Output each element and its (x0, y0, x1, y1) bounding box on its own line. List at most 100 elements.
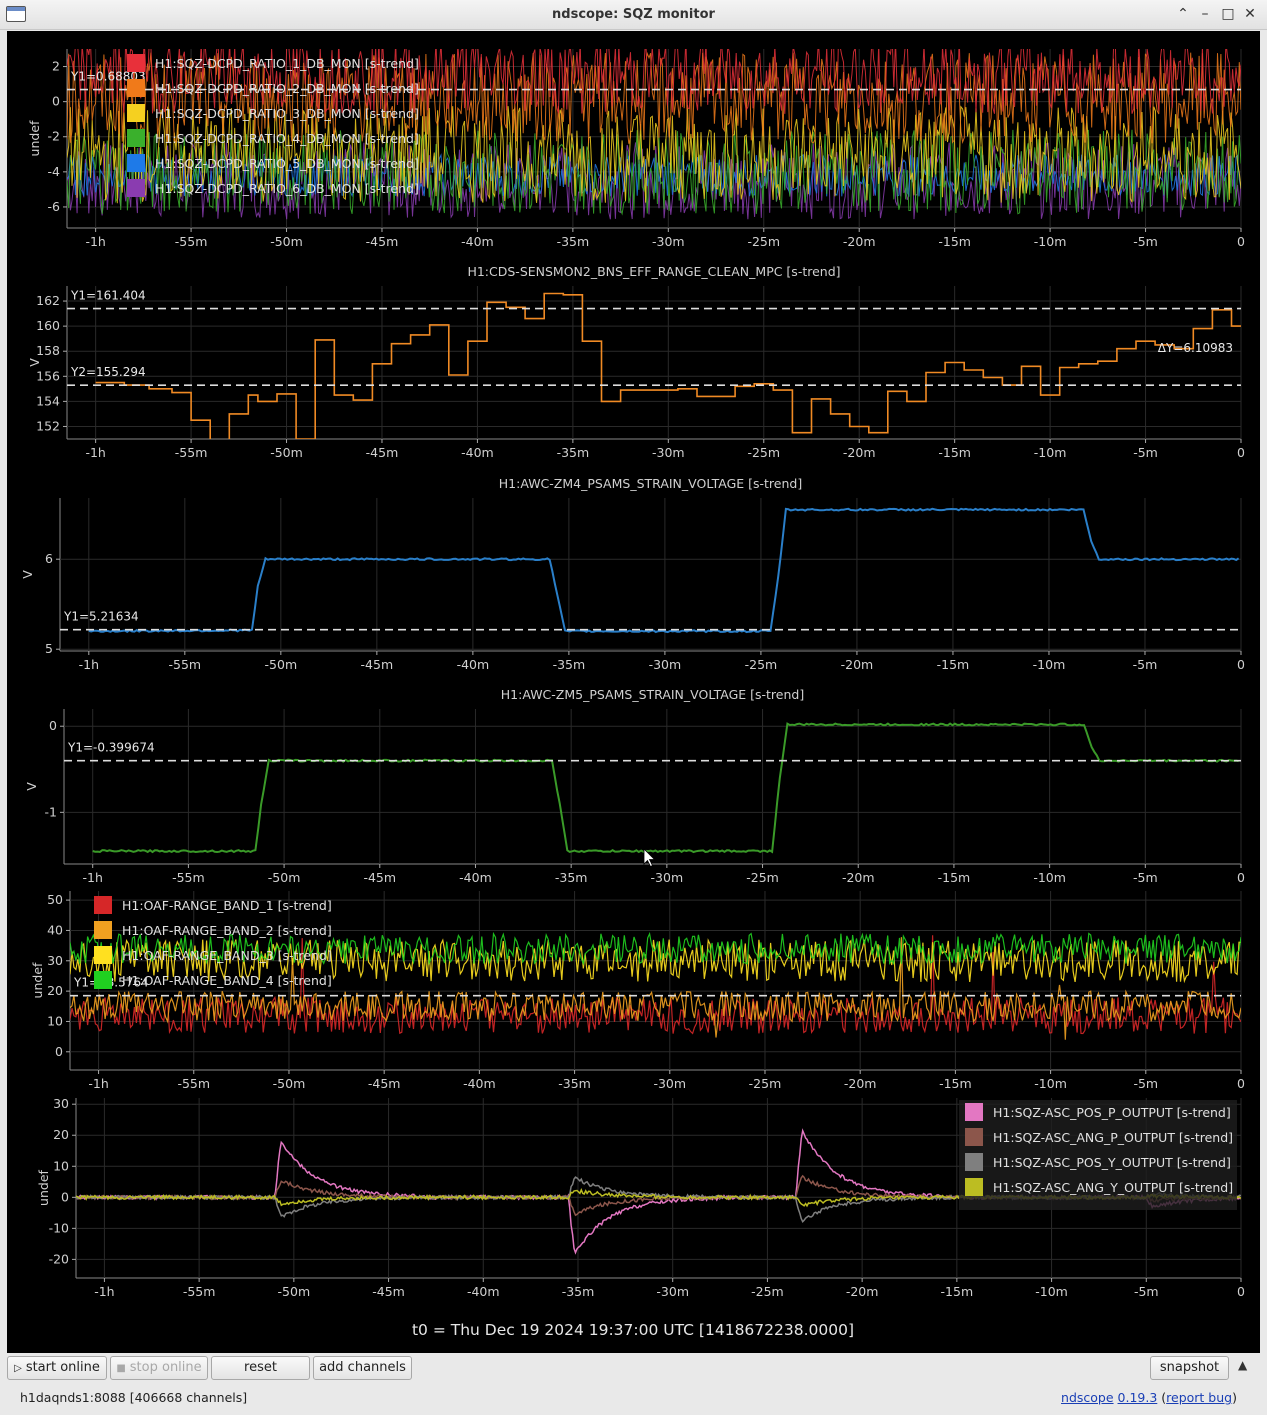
snapshot-button[interactable]: snapshot (1150, 1356, 1229, 1380)
x-tick-label: -50m (273, 1076, 306, 1091)
x-tick-label: -30m (649, 657, 682, 672)
legend-swatch (127, 129, 145, 147)
plots-canvas[interactable]: -1h -55m -50m -45m -40m -35m -30m -25m -20m -15m -… (7, 31, 1260, 1353)
y-tick-label: 0 (52, 94, 60, 109)
x-tick-label: -15m (938, 870, 971, 885)
y-cursor-label: Y2=155.294 (70, 365, 146, 379)
x-tick-label: -40m (467, 1284, 500, 1299)
oaf-band-trace (70, 938, 1241, 984)
x-tick-label: -1h (94, 1284, 114, 1299)
x-tick-label: -1h (85, 234, 105, 249)
delta-y-label: ΔY=6.10983 (1158, 341, 1233, 355)
server-status: h1daqnds1:8088 [406668 channels] (20, 1390, 248, 1405)
y-cursor-label: Y1=0.68803 (70, 70, 146, 84)
legend-entry: H1:SQZ-DCPD_RATIO_6_DB_MON [s-trend] (155, 181, 419, 196)
x-tick-label: -50m (270, 445, 303, 460)
x-tick-label: 0 (1237, 1284, 1245, 1299)
add-channels-button[interactable]: add channels (313, 1356, 412, 1380)
legend-swatch (94, 921, 112, 939)
x-tick-label: -20m (842, 870, 875, 885)
x-tick-label: -35m (553, 657, 586, 672)
x-tick-label: -35m (557, 234, 590, 249)
y-tick-label: 0 (55, 1044, 63, 1059)
legend-entry: H1:SQZ-DCPD_RATIO_2_DB_MON [s-trend] (155, 81, 419, 96)
ndscope-link[interactable]: ndscope (1061, 1390, 1114, 1405)
legend-swatch (127, 104, 145, 122)
legend-swatch (94, 946, 112, 964)
x-tick-label: -55m (169, 657, 202, 672)
x-tick-label: 0 (1237, 445, 1245, 460)
reset-button[interactable]: reset (211, 1356, 310, 1380)
app-window-icon[interactable] (6, 6, 26, 22)
y-tick-label: -2 (48, 129, 60, 144)
zm4-voltage-trace (88, 507, 1240, 634)
bns-range-trace (95, 292, 1241, 439)
x-tick-label: -35m (558, 1076, 591, 1091)
report-bug-link[interactable]: report bug (1166, 1390, 1233, 1405)
mouse-pointer-icon (643, 848, 656, 868)
legend-background (959, 1100, 1237, 1210)
x-tick-label: -15m (938, 234, 971, 249)
x-tick-label: -35m (562, 1284, 595, 1299)
stop-icon: ■ (116, 1363, 126, 1374)
legend-entry: H1:SQZ-DCPD_RATIO_4_DB_MON [s-trend] (155, 131, 419, 146)
maximize-icon[interactable]: □ (1221, 6, 1235, 22)
x-tick-label: -30m (653, 1076, 686, 1091)
y-tick-label: 20 (47, 983, 63, 998)
x-tick-label: -30m (656, 1284, 689, 1299)
x-tick-label: -15m (941, 1284, 974, 1299)
y-tick-label: 30 (53, 1096, 69, 1111)
y-axis-label: V (20, 570, 35, 579)
y-tick-label: -20 (49, 1251, 69, 1266)
close-icon[interactable]: ✕ (1244, 6, 1256, 22)
plot-area[interactable]: -1h -55m -50m -45m -40m -35m -30m -25m -20m -15m -… (7, 31, 1260, 1353)
x-tick-label: -25m (749, 1076, 782, 1091)
legend-swatch (965, 1178, 983, 1196)
x-tick-label: -5m (1134, 1284, 1159, 1299)
legend-swatch (965, 1153, 983, 1171)
version-link[interactable]: 0.19.3 (1117, 1390, 1158, 1405)
y-tick-label: 6 (45, 551, 53, 566)
x-tick-label: -55m (183, 1284, 216, 1299)
legend-swatch (94, 971, 112, 989)
keep-above-icon[interactable]: ⌃ (1177, 6, 1189, 22)
x-tick-label: -20m (843, 445, 876, 460)
y-tick-label: 5 (45, 641, 53, 656)
x-tick-label: 0 (1237, 234, 1245, 249)
start-online-button[interactable]: ▷ start online (7, 1356, 107, 1380)
collapse-arrow-icon[interactable]: ▲ (1238, 1358, 1248, 1372)
x-tick-label: -30m (652, 445, 685, 460)
x-tick-label: -1h (85, 445, 105, 460)
x-tick-label: -10m (1033, 657, 1066, 672)
x-tick-label: -50m (268, 870, 301, 885)
stop-online-button[interactable]: ■ stop online (110, 1356, 208, 1380)
y-tick-label: 0 (49, 718, 57, 733)
y-tick-label: -6 (48, 199, 61, 214)
x-tick-label: -25m (746, 870, 779, 885)
y-axis-label: V (24, 782, 39, 791)
y-tick-label: 40 (47, 922, 63, 937)
x-tick-label: -45m (363, 870, 396, 885)
x-tick-label: -55m (172, 870, 205, 885)
x-tick-label: -5m (1133, 870, 1158, 885)
x-tick-label: -40m (457, 657, 490, 672)
y-tick-label: 30 (47, 953, 63, 968)
x-tick-label: -55m (175, 234, 208, 249)
oaf-band-trace (70, 937, 1241, 1040)
minimize-icon[interactable]: – (1201, 6, 1209, 22)
y-tick-label: 0 (61, 1189, 69, 1204)
y-axis-label: undef (36, 1169, 51, 1205)
x-tick-label: -20m (843, 234, 876, 249)
y-tick-label: -1 (45, 804, 57, 819)
y-tick-label: -10 (49, 1220, 69, 1235)
x-tick-label: -5m (1133, 445, 1158, 460)
x-tick-label: -20m (846, 1284, 879, 1299)
x-tick-label: -15m (937, 657, 970, 672)
y-cursor-label: Y1=5.21634 (63, 610, 139, 624)
legend-entry: H1:OAF-RANGE_BAND_2 [s-trend] (122, 923, 332, 938)
legend-entry: H1:OAF-RANGE_BAND_4 [s-trend] (122, 973, 332, 988)
x-tick-label: -30m (651, 870, 684, 885)
legend-entry: H1:OAF-RANGE_BAND_3 [s-trend] (122, 948, 332, 963)
y-tick-label: 152 (36, 418, 60, 433)
x-tick-label: -15m (938, 445, 971, 460)
